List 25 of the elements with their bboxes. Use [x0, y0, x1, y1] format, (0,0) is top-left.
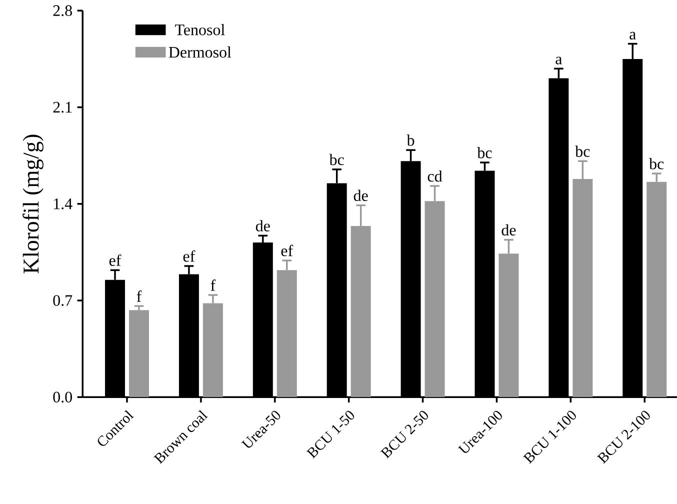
y-axis-title: Klorofil (mg/g) — [22, 134, 44, 274]
y-tick-label: 0.0 — [53, 392, 72, 403]
annotation: ef — [183, 250, 196, 262]
annotation: bc — [649, 158, 664, 170]
annotation: f — [210, 280, 216, 291]
annotation: ef — [109, 254, 122, 266]
annotation: de — [256, 220, 270, 232]
legend-label: Tenosol — [175, 24, 225, 36]
y-tick-label: 2.1 — [53, 102, 72, 113]
annotation: f — [136, 290, 142, 302]
y-tick-label: 2.8 — [53, 5, 72, 16]
annotation: ef — [281, 244, 294, 256]
y-tick-label: 0.7 — [53, 295, 72, 306]
y-tick-label: 1.4 — [54, 198, 72, 210]
annotation: bc — [477, 147, 492, 158]
annotation: a — [556, 56, 562, 64]
annotation: bc — [575, 146, 590, 157]
annotation: cd — [428, 170, 442, 182]
bar — [128, 310, 149, 398]
annotation: de — [354, 190, 368, 202]
annotation: bc — [329, 154, 344, 166]
annotation: b — [406, 134, 414, 146]
annotation: de — [502, 224, 516, 236]
annotation: a — [630, 32, 636, 40]
legend-label: Dermosol — [168, 46, 232, 58]
